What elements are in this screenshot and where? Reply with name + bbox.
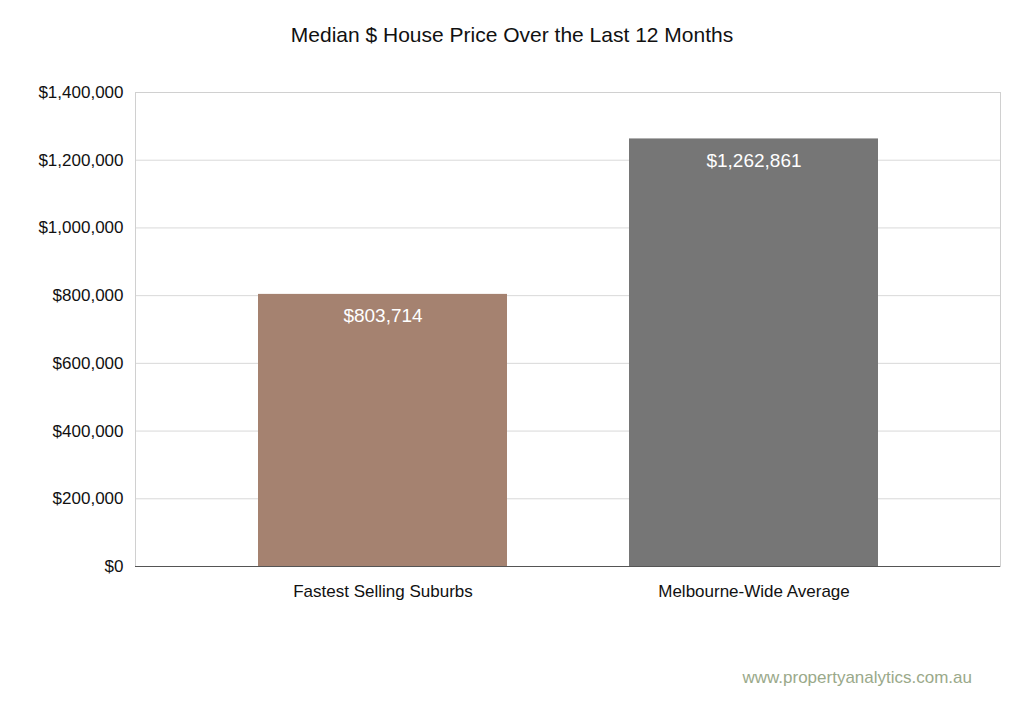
svg-text:$1,200,000: $1,200,000 [38, 151, 123, 170]
svg-text:$0: $0 [105, 557, 124, 576]
svg-text:$600,000: $600,000 [53, 354, 124, 373]
svg-text:$1,400,000: $1,400,000 [38, 83, 123, 102]
svg-text:$800,000: $800,000 [53, 286, 124, 305]
svg-text:$803,714: $803,714 [343, 305, 423, 326]
svg-text:$200,000: $200,000 [53, 489, 124, 508]
svg-text:Melbourne-Wide Average: Melbourne-Wide Average [658, 582, 850, 601]
html-text:Median $ House Price Over the: Median $ House Price Over the Last 12 Mo… [290, 23, 734, 46]
svg-text:$1,262,861: $1,262,861 [706, 150, 801, 171]
svg-text:Fastest Selling Suburbs: Fastest Selling Suburbs [293, 582, 473, 601]
svg-text:$1,000,000: $1,000,000 [38, 218, 123, 237]
html-text:www.propertyanalytics.com.au: www.propertyanalytics.com.au [742, 668, 972, 687]
svg-text:$400,000: $400,000 [53, 422, 124, 441]
